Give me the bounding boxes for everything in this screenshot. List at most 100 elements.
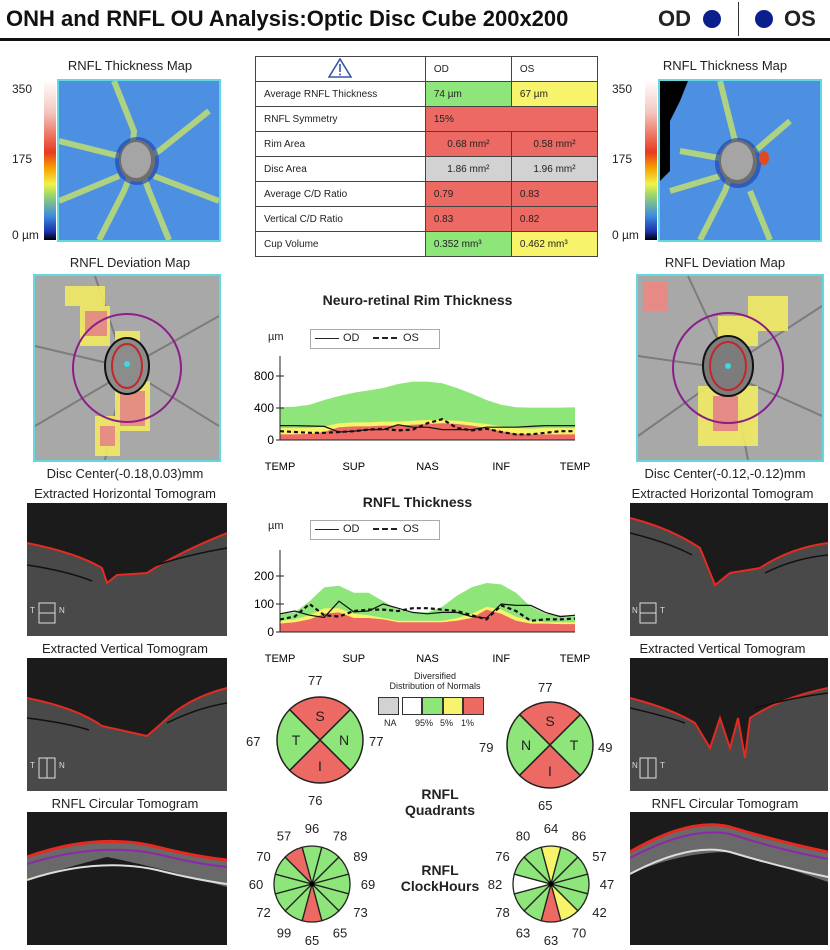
clockhour-value: 70: [572, 925, 586, 940]
table-header-warning: [255, 56, 426, 82]
clockhour-value: 65: [305, 933, 319, 948]
table-row: Cup Volume 0.352 mm³ 0.462 mm³: [255, 231, 599, 257]
os-quadrant-chart: SN I T: [506, 701, 594, 789]
legend-label-95: 95%: [415, 718, 434, 728]
legend-dashed-line-icon: [373, 528, 397, 530]
legend-os-label: OS: [403, 523, 419, 535]
os-vertical-tomogram-image: [630, 687, 828, 791]
od-vertical-tomogram-image: [27, 687, 227, 791]
od-deviation-map[interactable]: [33, 274, 221, 462]
quadrant-S: [288, 696, 352, 742]
x-tick-label: INF: [492, 461, 510, 473]
legend-label-na: NA: [384, 718, 397, 728]
od-quadrant-chart: SN I T: [276, 696, 364, 784]
legend-title-line2: Distribution of Normals: [389, 681, 481, 691]
header-divider: [738, 2, 739, 36]
legend-solid-line-icon: [315, 338, 339, 339]
clockhour-value: 57: [277, 829, 291, 844]
od-v-orient-right: N: [59, 761, 65, 770]
os-circular-tomogram-title: RNFL Circular Tomogram: [651, 796, 799, 811]
od-vertical-tomogram[interactable]: T N: [27, 658, 227, 791]
clockhour-value: 78: [333, 829, 347, 844]
y-tick-label: 400: [254, 401, 274, 415]
os-circular-tomogram[interactable]: [630, 812, 828, 945]
quadrants-title-line1: RNFL: [421, 786, 459, 802]
os-deviation-map-title: RNFL Deviation Map: [664, 255, 786, 270]
od-quad-s-value: 77: [308, 673, 323, 688]
clockhour-value: 76: [495, 849, 509, 864]
os-color-scale: [645, 80, 657, 240]
legend-swatch-na: [378, 697, 399, 715]
table-col-os: OS: [510, 56, 599, 82]
os-horizontal-tomogram-title: Extracted Horizontal Tomogram: [631, 486, 814, 501]
od-clockhours-chart: 96 78 89 69 73 65 65 99 72 60 70 57: [249, 821, 375, 948]
table-col-od: OD: [424, 56, 512, 82]
distribution-legend-title: Diversified Distribution of Normals: [380, 671, 490, 691]
os-vertical-tomogram[interactable]: N T: [630, 658, 828, 791]
clockhour-value: 70: [256, 849, 270, 864]
table-row: Rim Area 0.68 mm² 0.58 mm²: [255, 131, 599, 157]
os-v-orient-right: T: [660, 761, 665, 770]
quadrant-label-S: S: [545, 713, 554, 729]
od-thickness-map[interactable]: [57, 79, 221, 242]
os-thickness-map-image: [660, 81, 820, 240]
y-tick-label: 800: [254, 369, 274, 383]
row-os-value: 0.462 mm³: [510, 231, 599, 257]
series-od-line: [279, 600, 576, 619]
row-od-value: 0.68 mm²: [424, 131, 512, 157]
rnfl-chart-legend: OD OS: [310, 520, 440, 540]
report-title: ONH and RNFL OU Analysis:Optic Disc Cube…: [6, 6, 569, 31]
quadrant-label-T: T: [570, 737, 579, 753]
row-od-value: 74 µm: [424, 81, 512, 107]
od-horizontal-tomogram-image: [27, 532, 227, 636]
legend-swatch-white: [401, 697, 423, 715]
y-tick-label: 0: [267, 433, 274, 447]
od-horizontal-tomogram[interactable]: T N: [27, 503, 227, 636]
clockhour-value: 65: [333, 925, 347, 940]
legend-swatch-red: [463, 697, 484, 715]
os-thickness-map[interactable]: [658, 79, 822, 242]
od-circular-tomogram-image: [27, 839, 227, 887]
od-eye-dot-icon: [703, 10, 721, 28]
clockhour-value: 78: [495, 905, 509, 920]
clockhours-title-line1: RNFL: [421, 862, 459, 878]
y-tick-label: 0: [267, 625, 274, 639]
os-scale-tick-0: 0 µm: [612, 228, 639, 242]
clockhour-value: 99: [277, 925, 291, 940]
od-label: OD: [658, 6, 691, 31]
clockhour-value: 47: [600, 877, 614, 892]
clockhour-sector: [523, 846, 553, 887]
clockhours-title-line2: ClockHours: [400, 878, 480, 894]
rim-chart-legend: OD OS: [310, 329, 440, 349]
clockhour-value: 96: [305, 821, 319, 836]
quadrant-label-I: I: [318, 758, 322, 774]
os-scale-tick-175: 175: [612, 152, 633, 166]
od-circular-tomogram[interactable]: [27, 812, 227, 945]
od-deviation-map-image: [35, 276, 219, 460]
os-h-orient-right: T: [660, 606, 665, 615]
legend-swatch-green: [422, 697, 443, 715]
table-row: RNFL Symmetry 15%: [255, 106, 599, 132]
x-tick-label: SUP: [342, 653, 365, 665]
x-tick-label: TEMP: [265, 461, 296, 473]
quadrant-T: [276, 708, 322, 772]
legend-label-1: 1%: [461, 718, 475, 728]
clockhour-value: 89: [353, 849, 367, 864]
os-horizontal-tomogram[interactable]: N T: [630, 503, 828, 636]
rnfl-chart-title: RNFL Thickness: [362, 494, 473, 510]
os-scale-tick-350: 350: [612, 82, 633, 96]
x-tick-label: NAS: [416, 461, 439, 473]
normal-band-red: [280, 423, 575, 440]
clockhour-sector: [284, 846, 314, 887]
os-deviation-map[interactable]: [636, 274, 824, 462]
row-od-value: 0.79: [424, 181, 512, 207]
x-tick-label: INF: [492, 653, 510, 665]
row-os-value: 0.58 mm²: [510, 131, 599, 157]
row-os-value: 67 µm: [510, 81, 599, 107]
od-circular-tomogram-title: RNFL Circular Tomogram: [51, 796, 199, 811]
rim-chart-title: Neuro-retinal Rim Thickness: [322, 292, 513, 308]
clockhour-value: 63: [516, 925, 530, 940]
od-thickness-map-title: RNFL Thickness Map: [67, 58, 193, 73]
clockhour-center: [548, 881, 554, 887]
table-row: Average C/D Ratio 0.79 0.83: [255, 181, 599, 207]
